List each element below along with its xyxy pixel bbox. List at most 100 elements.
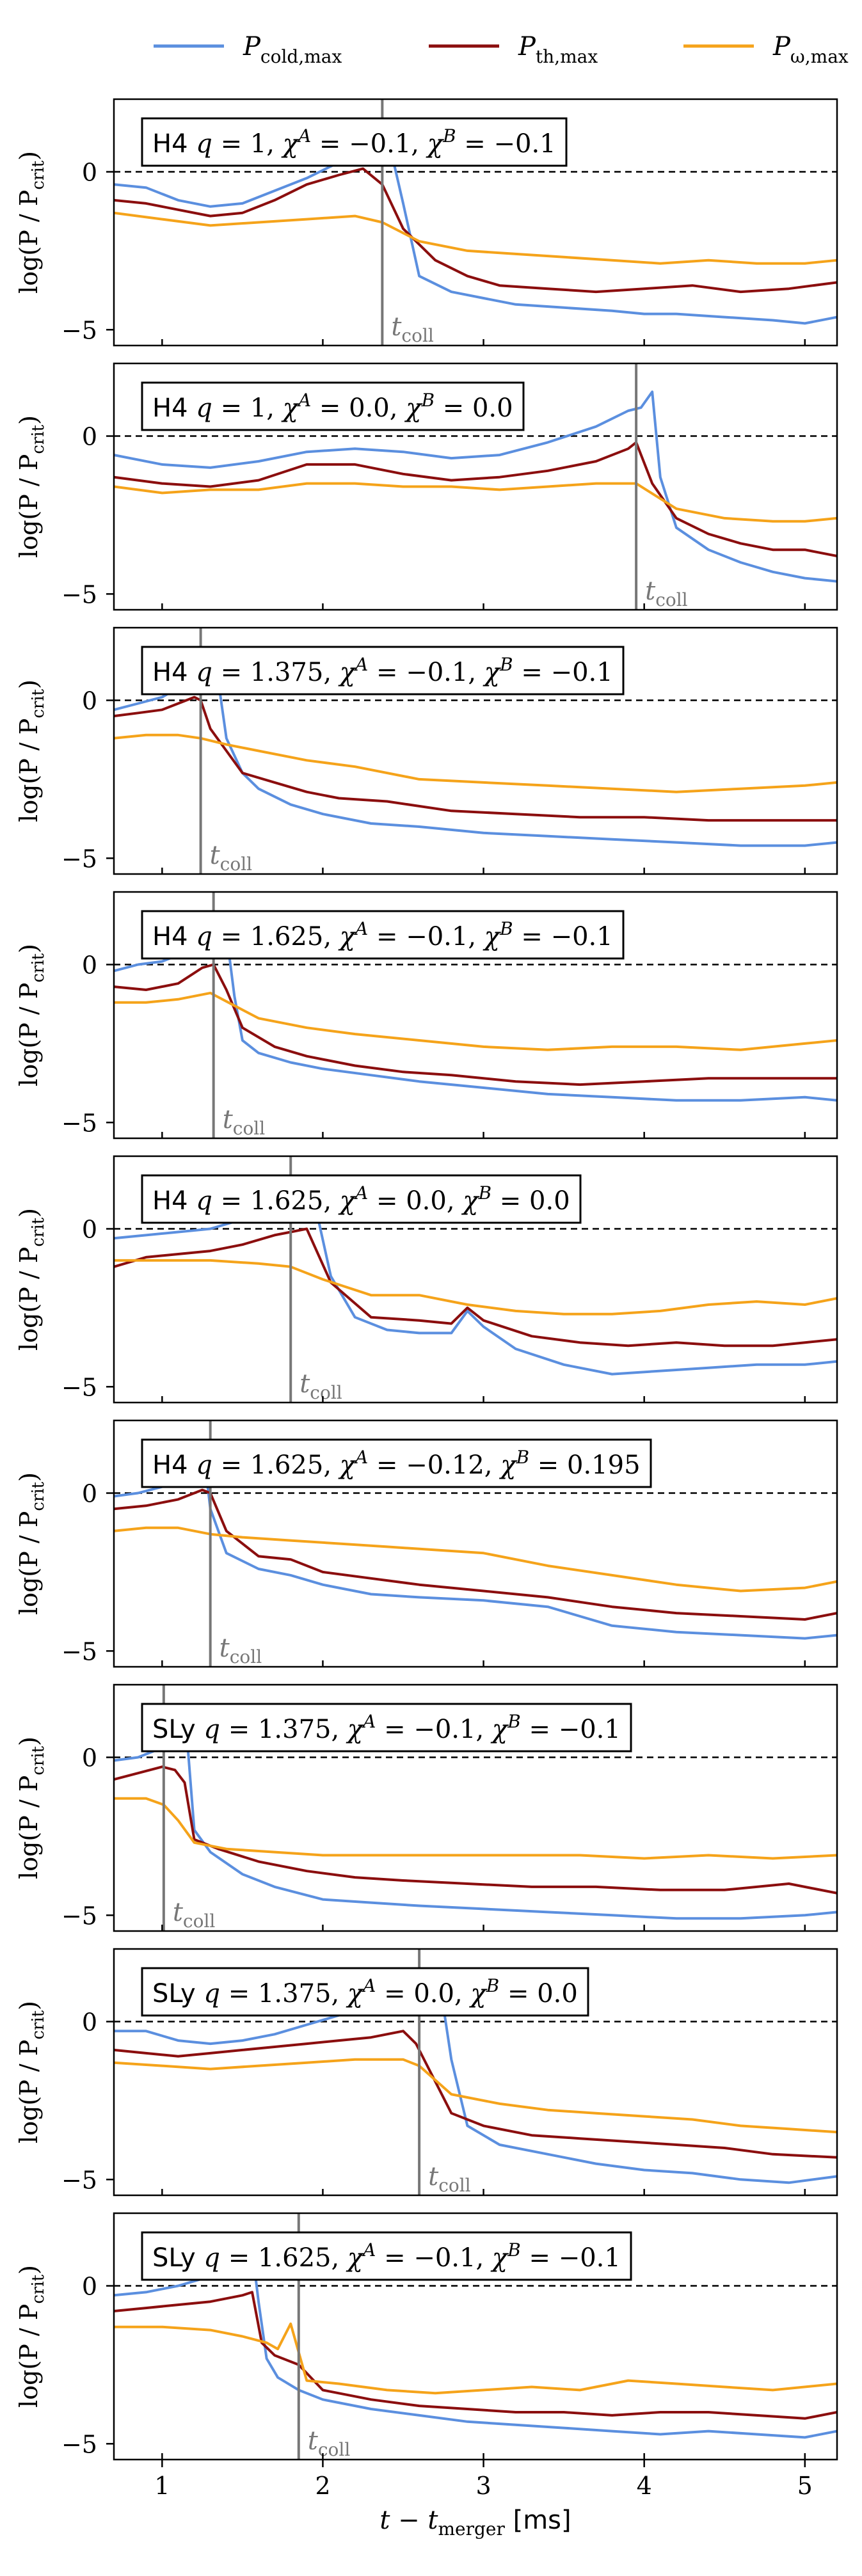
- series-line-pmax: [114, 211, 837, 265]
- x-tick-label: 3: [475, 2472, 491, 2500]
- y-tick-label: 0: [82, 159, 97, 187]
- panel-title: SLy q = 1.375, χA = 0.0, χB = 0.0: [141, 1967, 589, 2017]
- series-line-pthmax: [114, 167, 837, 294]
- series-line-pthmax: [114, 2291, 837, 2420]
- panel-frame: [113, 362, 838, 611]
- legend-label: Pcold,max: [243, 32, 342, 67]
- y-axis-label: log(P / Pcrit): [15, 2001, 48, 2143]
- series-line-pcoldmax: [114, 1199, 837, 1376]
- title-text: H4 q = 1.625, χA = −0.1, χB = −0.1: [152, 918, 613, 951]
- title-text: H4 q = 1.625, χA = 0.0, χB = 0.0: [152, 1182, 570, 1216]
- panel-frame: [113, 1683, 838, 1932]
- y-tick-label: 0: [82, 1744, 97, 1772]
- y-tick-label: 0: [82, 687, 97, 715]
- panel-frame: [113, 1419, 838, 1668]
- y-tick-label: 0: [82, 423, 97, 451]
- panel-title: H4 q = 1, χA = −0.1, χB = −0.1: [141, 117, 568, 167]
- series-line-pmax: [114, 1259, 837, 1316]
- title-box: [141, 910, 625, 960]
- y-tick-label: 0: [82, 951, 97, 980]
- legend-entry-0: Pcold,max: [154, 32, 342, 67]
- y-tick-label: 0: [82, 1216, 97, 1244]
- tcoll-label: tcoll: [210, 841, 253, 875]
- panel-5: tcoll 0 −5 log(P / Pcrit) H4 q = 1.625, χA =…: [15, 1155, 838, 1404]
- title-box: [141, 2231, 632, 2281]
- title-text: SLy q = 1.375, χA = 0.0, χB = 0.0: [152, 1975, 578, 2008]
- panel-frame: [113, 2212, 838, 2461]
- y-axis-label: log(P / Pcrit): [15, 415, 48, 558]
- x-tick-label: 5: [797, 2472, 813, 2500]
- panel-title: H4 q = 1.625, χA = 0.0, χB = 0.0: [141, 1174, 582, 1224]
- y-axis-label: log(P / Pcrit): [15, 1737, 48, 1879]
- panel-frame: [113, 1155, 838, 1404]
- tcoll-label: tcoll: [219, 1634, 262, 1667]
- legend: Pcold,max Pth,max Pω,max: [154, 32, 849, 67]
- y-tick-label: −5: [61, 316, 97, 344]
- x-tick-label: 2: [315, 2472, 330, 2500]
- panel-frame: [113, 891, 838, 1140]
- panel-3: tcoll 0 −5 log(P / Pcrit) H4 q = 1.375, χA =…: [15, 626, 838, 875]
- series-line-pthmax: [114, 1227, 837, 1348]
- y-tick-label: −5: [61, 2430, 97, 2458]
- x-tick-label: 4: [637, 2472, 652, 2500]
- panel-9: tcoll 0 −5 log(P / Pcrit) SLy q = 1.625, χA …: [15, 2212, 838, 2461]
- series-line-pcoldmax: [114, 132, 837, 325]
- title-text: H4 q = 1, χA = 0.0, χB = 0.0: [152, 390, 513, 423]
- y-tick-label: 0: [82, 1480, 97, 1508]
- series-line-pthmax: [114, 963, 837, 1086]
- panels: tcoll 0 −5 log(P / Pcrit) H4 q = 1, χA = −0.…: [15, 98, 838, 2461]
- series-line-pmax: [114, 1526, 837, 1593]
- panel-title: H4 q = 1.375, χA = −0.1, χB = −0.1: [141, 646, 625, 696]
- panel-7: tcoll 0 −5 log(P / Pcrit) SLy q = 1.375, χA …: [15, 1683, 838, 1932]
- title-box: [141, 1174, 582, 1224]
- panel-title: SLy q = 1.375, χA = −0.1, χB = −0.1: [141, 1703, 632, 1753]
- y-tick-label: −5: [61, 1637, 97, 1666]
- x-axis-label: t − tmerger [ms]: [379, 2506, 571, 2540]
- title-box: [141, 1703, 632, 1753]
- panel-title: H4 q = 1.625, χA = −0.1, χB = −0.1: [141, 910, 625, 960]
- panel-4: tcoll 0 −5 log(P / Pcrit) H4 q = 1.625, χA =…: [15, 891, 838, 1140]
- panel-frame: [113, 1948, 838, 2197]
- panel-8: tcoll 0 −5 log(P / Pcrit) SLy q = 1.375, χA …: [15, 1948, 838, 2197]
- legend-label: Pth,max: [518, 32, 598, 67]
- x-tick-label: 1: [154, 2472, 170, 2500]
- panel-1: tcoll 0 −5 log(P / Pcrit) H4 q = 1, χA = −0.…: [15, 98, 838, 347]
- y-axis-label: log(P / Pcrit): [15, 151, 48, 294]
- tcoll-label: tcoll: [645, 576, 688, 610]
- tcoll-label: tcoll: [299, 1369, 342, 1403]
- title-text: H4 q = 1, χA = −0.1, χB = −0.1: [152, 125, 556, 159]
- series-line-pmax: [114, 1797, 837, 1860]
- title-box: [141, 1967, 589, 2017]
- panel-frame: [113, 98, 838, 347]
- panel-6: tcoll 0 −5 log(P / Pcrit) H4 q = 1.625, χA =…: [15, 1419, 838, 1668]
- title-box: [141, 117, 568, 167]
- series-line-pmax: [114, 991, 837, 1051]
- series-line-pthmax: [114, 1765, 837, 1895]
- y-axis-label: log(P / Pcrit): [15, 1208, 48, 1351]
- series-line-pmax: [114, 2058, 837, 2134]
- y-axis-label: log(P / Pcrit): [15, 2265, 48, 2408]
- y-axis-label: log(P / Pcrit): [15, 680, 48, 822]
- y-tick-label: −5: [61, 1109, 97, 1137]
- tcoll-label: tcoll: [391, 312, 434, 346]
- y-axis-label: log(P / Pcrit): [15, 944, 48, 1086]
- panel-title: H4 q = 1, χA = 0.0, χB = 0.0: [141, 381, 525, 431]
- tcoll-label: tcoll: [428, 2162, 471, 2196]
- title-box: [141, 646, 625, 696]
- tcoll-label: tcoll: [223, 1105, 266, 1139]
- series-line-pmax: [114, 482, 837, 523]
- series-line-pcoldmax: [114, 390, 837, 583]
- y-tick-label: −5: [61, 580, 97, 608]
- series-line-pthmax: [114, 441, 837, 558]
- panel-2: tcoll 0 −5 log(P / Pcrit) H4 q = 1, χA = 0.0…: [15, 362, 838, 611]
- x-axis: 1 2 3 4 5 t − tmerger [ms]: [154, 2460, 813, 2540]
- y-tick-label: 0: [82, 2273, 97, 2301]
- panel-title: H4 q = 1.625, χA = −0.12, χB = 0.195: [141, 1438, 652, 1488]
- panel-title: SLy q = 1.625, χA = −0.1, χB = −0.1: [141, 2231, 632, 2281]
- title-box: [141, 1438, 652, 1488]
- series-line-pthmax: [114, 696, 837, 822]
- series-line-pthmax: [114, 1488, 837, 1621]
- y-tick-label: −5: [61, 1902, 97, 1930]
- legend-label: Pω,max: [772, 32, 849, 67]
